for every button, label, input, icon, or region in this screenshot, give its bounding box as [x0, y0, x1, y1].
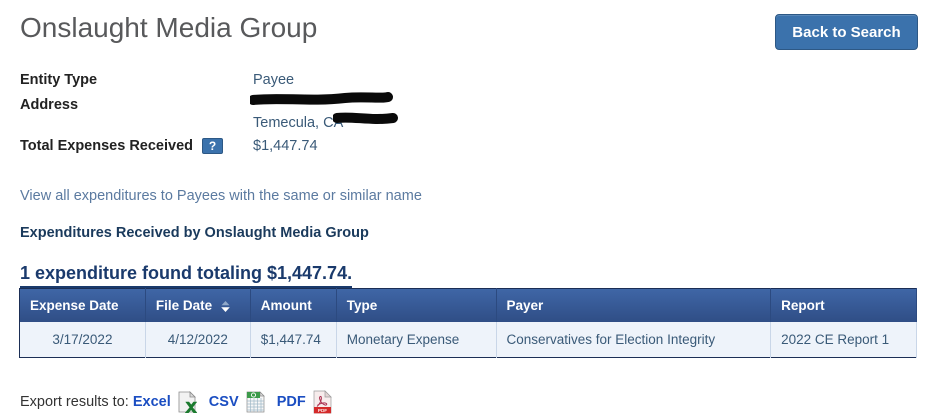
svg-text:PDF: PDF	[318, 408, 327, 413]
